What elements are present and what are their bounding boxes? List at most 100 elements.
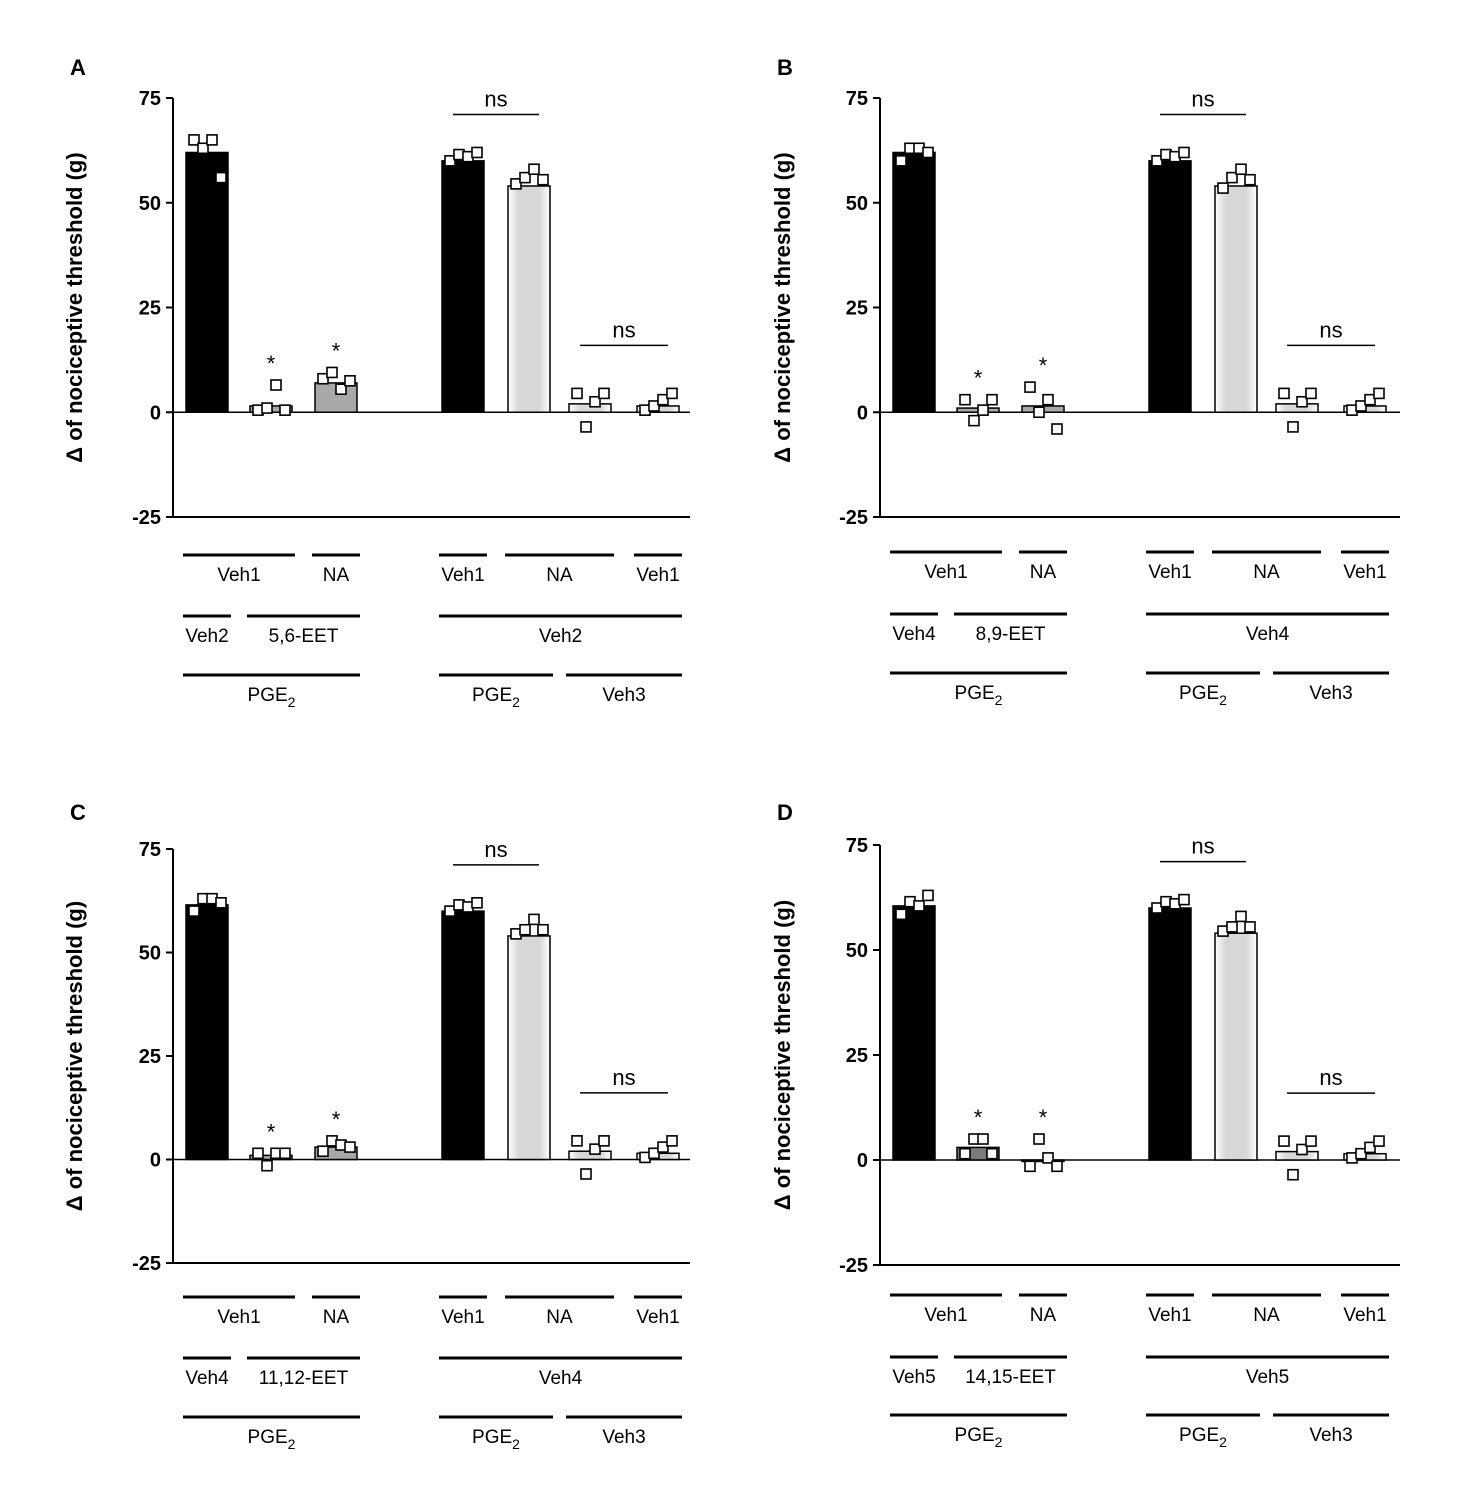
condition-label: PGE2 [472, 685, 520, 710]
y-tick-label: 50 [139, 193, 161, 215]
y-tick-label: -25 [839, 1255, 868, 1277]
bar [1214, 932, 1258, 1161]
data-point [471, 146, 483, 159]
significance-label: ns [1191, 86, 1214, 111]
data-point [344, 1141, 356, 1153]
data-point [519, 923, 531, 936]
data-point [648, 1147, 660, 1160]
panel-b: B Δ of nociceptive threshold (g) 75 50 25 0 -2… [770, 55, 1400, 708]
condition-label: PGE2 [955, 1425, 1003, 1450]
condition-subscript: 2 [288, 1436, 296, 1452]
condition-label: Veh1 [217, 565, 260, 586]
y-tick-label: 0 [150, 402, 161, 424]
condition-label: Veh3 [1309, 683, 1352, 704]
data-point [444, 155, 456, 167]
bar [892, 151, 936, 413]
y-tick-label: 25 [139, 1046, 161, 1068]
data-point [913, 900, 925, 912]
data-point [215, 171, 227, 184]
data-point [1033, 406, 1045, 419]
data-point [571, 1135, 583, 1147]
y-axis-label: Δ of nociceptive threshold (g) [62, 152, 87, 462]
data-point [1305, 387, 1317, 400]
data-point [528, 913, 540, 926]
condition-label: NA [1030, 562, 1057, 583]
condition-label: Veh1 [441, 565, 484, 586]
data-point [1244, 173, 1256, 186]
condition-label: PGE2 [248, 685, 296, 710]
condition-label: NA [546, 1307, 573, 1328]
panel-letter: C [70, 800, 86, 825]
condition-label: Veh4 [185, 1368, 229, 1389]
data-point [986, 393, 998, 406]
data-point [335, 383, 347, 396]
data-point [1355, 400, 1367, 412]
condition-label: 14,15-EET [965, 1367, 1056, 1388]
data-point [206, 134, 218, 146]
data-point [959, 1147, 971, 1160]
condition-label: Veh1 [636, 1307, 679, 1328]
condition-label: PGE2 [955, 683, 1003, 708]
data-point [261, 402, 273, 414]
data-point [1364, 1141, 1376, 1154]
bar [441, 910, 485, 1161]
y-tick-label: 75 [846, 88, 868, 110]
data-point [589, 395, 601, 408]
condition-subscript: 2 [1219, 692, 1227, 708]
significance-label: ns [612, 1065, 635, 1090]
significance-star: * [974, 1105, 983, 1130]
data-point [1178, 146, 1190, 159]
data-point [215, 897, 227, 909]
significance-star: * [1039, 1105, 1048, 1130]
data-point [1355, 1147, 1367, 1160]
significance-star: * [1039, 353, 1048, 378]
panel-c: C Δ of nociceptive threshold (g) 75 50 25 0 -2… [62, 800, 690, 1452]
condition-label: NA [1253, 562, 1280, 583]
data-point [528, 163, 540, 176]
data-point [1364, 393, 1376, 406]
data-point [1278, 387, 1290, 400]
significance-label: ns [1319, 317, 1342, 342]
condition-label: Veh2 [185, 626, 228, 647]
condition-label: PGE2 [472, 1427, 520, 1452]
condition-label: NA [323, 565, 350, 586]
significance-star: * [267, 1119, 276, 1144]
data-point [1042, 1152, 1054, 1164]
y-tick-label: -25 [839, 507, 868, 529]
y-tick-label: -25 [132, 1253, 161, 1275]
bar [1148, 160, 1192, 413]
data-point [519, 171, 531, 184]
bar [892, 905, 936, 1161]
data-point [1373, 387, 1385, 400]
panel-d: D Δ of nociceptive threshold (g) 75 50 25 0 -2… [770, 800, 1400, 1450]
condition-label: Veh4 [892, 624, 936, 645]
condition-label: NA [1030, 1305, 1057, 1326]
bar [185, 904, 229, 1161]
condition-subscript: 2 [995, 1434, 1003, 1450]
condition-label: Veh1 [217, 1307, 260, 1328]
significance-label: ns [484, 837, 507, 862]
data-point [1235, 163, 1247, 176]
data-point [580, 421, 592, 433]
data-point [959, 393, 971, 406]
y-axis-label: Δ of nociceptive threshold (g) [770, 152, 795, 462]
data-point [1226, 921, 1238, 933]
data-point [895, 908, 907, 921]
bar [1148, 907, 1192, 1161]
panel-letter: A [70, 55, 86, 80]
condition-subscript: 2 [512, 694, 520, 710]
data-point [1151, 902, 1163, 914]
data-point [1235, 910, 1247, 923]
data-point [1278, 1135, 1290, 1147]
data-point [589, 1143, 601, 1155]
bar [507, 185, 551, 413]
condition-label: Veh5 [892, 1367, 935, 1388]
data-point [598, 387, 610, 400]
data-point [326, 366, 338, 379]
significance-star: * [332, 1107, 341, 1132]
condition-label: 8,9-EET [976, 624, 1046, 645]
data-point [510, 178, 522, 190]
panel-a: A Δ of nociceptive threshold (g) 75 50 25 0 -2… [62, 55, 690, 710]
data-point [279, 1147, 291, 1160]
